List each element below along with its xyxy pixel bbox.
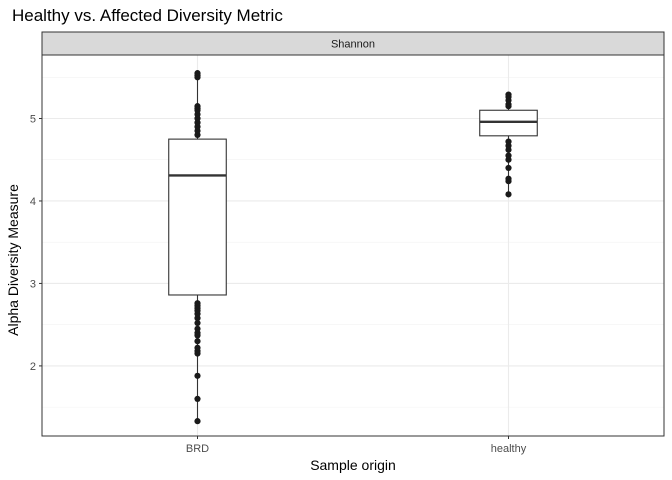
- data-point: [194, 350, 201, 357]
- y-axis-title: Alpha Diversity Measure: [5, 184, 21, 336]
- y-tick-label: 5: [30, 114, 36, 126]
- data-point: [194, 395, 201, 402]
- box: [479, 109, 538, 137]
- data-point: [505, 164, 512, 172]
- plot-panel-border: [41, 54, 665, 437]
- y-tick-label: 4: [30, 196, 36, 208]
- x-axis: BRD healthy: [186, 436, 527, 455]
- minor-gridlines: [42, 76, 664, 408]
- data-point: [194, 418, 201, 425]
- data-point: [505, 178, 512, 185]
- facet-strip-label: Shannon: [331, 39, 375, 51]
- x-tick-label: BRD: [186, 443, 209, 455]
- points-layer: [194, 70, 512, 425]
- box: [168, 138, 227, 296]
- data-point: [194, 372, 201, 379]
- data-point: [194, 332, 201, 339]
- y-tick-label: 2: [30, 361, 36, 373]
- data-point: [505, 191, 512, 198]
- data-point: [194, 131, 201, 139]
- y-axis: 2 3 4 5: [30, 114, 42, 373]
- data-point: [505, 156, 512, 163]
- x-tick-label: healthy: [491, 443, 527, 455]
- data-point: [505, 103, 512, 110]
- plot-panel: [42, 55, 664, 436]
- data-point: [194, 338, 201, 345]
- x-axis-title: Sample origin: [310, 457, 396, 473]
- chart-title: Healthy vs. Affected Diversity Metric: [12, 6, 283, 25]
- y-tick-label: 3: [30, 278, 36, 290]
- data-point: [194, 319, 201, 327]
- data-point: [505, 146, 512, 153]
- data-point: [194, 314, 201, 322]
- data-point: [194, 74, 201, 81]
